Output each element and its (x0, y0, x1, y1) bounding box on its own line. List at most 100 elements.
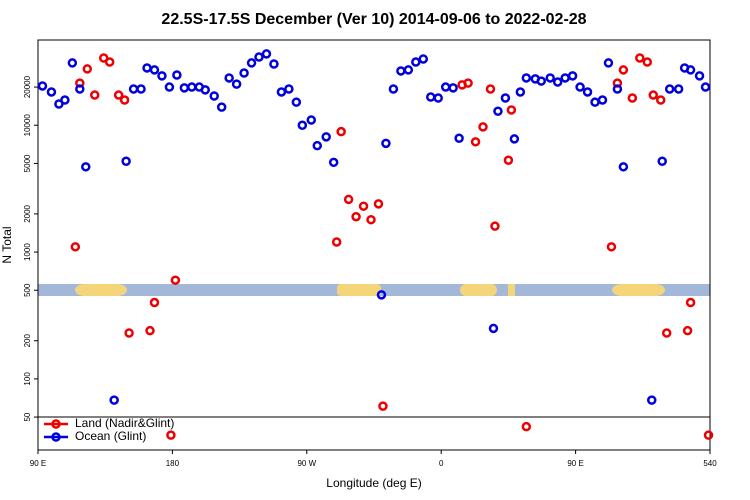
point (463, 78, 473, 88)
point (121, 156, 131, 167)
point (396, 66, 406, 76)
point (136, 84, 146, 94)
point (642, 57, 653, 67)
land-band (75, 284, 127, 296)
point (328, 157, 339, 168)
point (506, 105, 517, 115)
point (590, 97, 600, 107)
point (485, 84, 496, 94)
point (411, 57, 421, 67)
x-tick-label: 540 (703, 459, 717, 468)
point (343, 194, 354, 205)
point (673, 84, 684, 94)
point (60, 95, 70, 105)
y-tick-label: 500 (23, 283, 32, 297)
point (231, 79, 242, 89)
point (618, 65, 629, 75)
point (597, 95, 608, 105)
point (627, 93, 638, 103)
point (433, 93, 443, 103)
point (490, 221, 500, 231)
point (425, 92, 436, 102)
x-tick-label: 0 (439, 459, 444, 468)
point (418, 54, 429, 64)
legend-label: Land (Nadir&Glint) (75, 416, 174, 430)
y-tick-label: 5000 (23, 154, 32, 172)
point (145, 325, 155, 336)
point (246, 58, 257, 68)
point (179, 83, 190, 93)
y-tick-label: 2000 (23, 204, 32, 222)
land-band (612, 284, 665, 296)
point (700, 82, 711, 92)
point (440, 82, 451, 92)
point (575, 82, 585, 92)
point (493, 106, 503, 116)
point (647, 395, 657, 405)
point (331, 237, 342, 247)
legend-marker (51, 432, 61, 442)
point (157, 71, 167, 81)
point (67, 58, 78, 68)
y-tick-label: 20000 (23, 75, 32, 98)
point (661, 328, 672, 338)
point (82, 64, 93, 74)
point (612, 84, 623, 94)
point (376, 290, 387, 300)
plot-frame (37, 39, 711, 451)
point (75, 84, 85, 94)
y-tick-label: 10000 (23, 114, 32, 137)
point (128, 84, 139, 94)
point (104, 57, 115, 67)
point (166, 430, 176, 440)
point (224, 73, 234, 83)
point (515, 87, 526, 97)
point (37, 81, 48, 91)
point (536, 76, 547, 86)
point (603, 58, 614, 68)
point (261, 49, 272, 59)
point (655, 95, 666, 105)
point (488, 323, 499, 334)
point (560, 73, 570, 83)
point (606, 242, 617, 252)
point (297, 120, 308, 130)
point (200, 85, 211, 95)
point (582, 87, 593, 97)
legend-label: Ocean (Glint) (75, 429, 146, 443)
point (46, 87, 57, 97)
chart-title: 22.5S-17.5S December (Ver 10) 2014-09-06… (161, 11, 586, 28)
point (113, 90, 124, 100)
y-tick-label: 200 (23, 333, 32, 347)
point (373, 199, 384, 209)
point (403, 65, 414, 75)
x-tick-label: 90 E (30, 459, 46, 468)
point (109, 395, 119, 405)
point (500, 93, 511, 103)
point (336, 126, 346, 137)
point (685, 65, 696, 75)
land-mask-band (38, 284, 710, 296)
point (172, 70, 182, 80)
x-tick-label: 180 (166, 459, 180, 468)
point (478, 122, 488, 132)
point (70, 242, 81, 252)
point (321, 132, 331, 142)
point (378, 401, 388, 411)
point (521, 73, 532, 83)
land-band (337, 284, 381, 296)
land-band (460, 284, 497, 296)
y-axis-label: N Total (0, 226, 14, 263)
point (306, 115, 317, 125)
point (170, 275, 181, 285)
x-tick-label: 90 W (297, 459, 316, 468)
point (552, 77, 563, 87)
point (284, 84, 294, 94)
point (276, 87, 287, 97)
point (89, 90, 100, 100)
x-axis-label: Longitude (deg E) (326, 476, 421, 490)
point (388, 84, 399, 94)
point (149, 297, 160, 308)
point (351, 211, 361, 222)
